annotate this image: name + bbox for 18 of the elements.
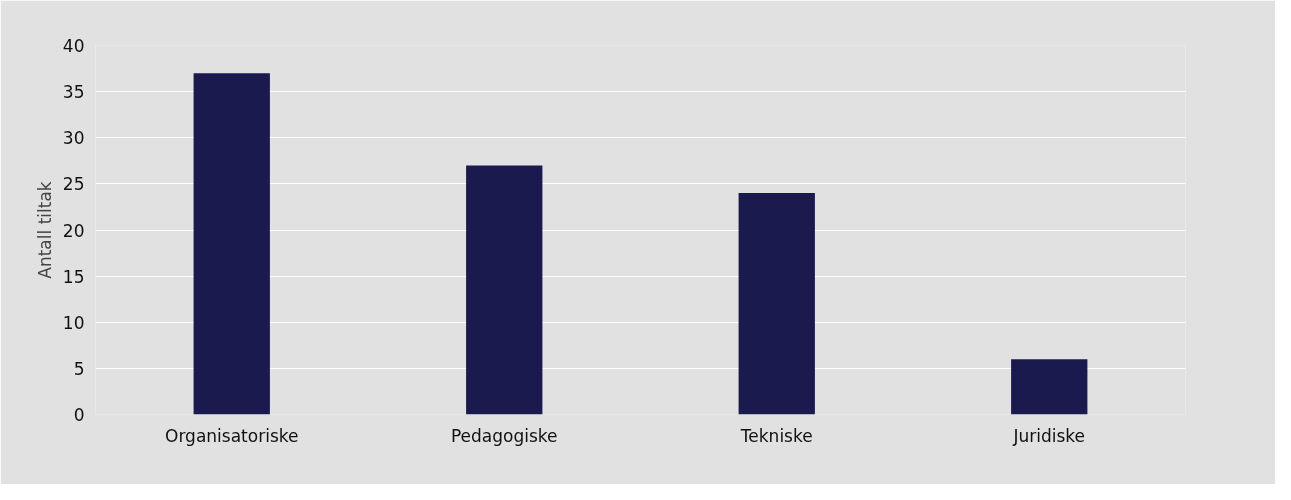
- y-tick-label: 10: [62, 312, 85, 333]
- y-tick-label: 35: [62, 82, 85, 103]
- y-tick-label: 40: [62, 36, 85, 56]
- bar: [466, 165, 543, 415]
- x-tick-label: Tekniske: [739, 425, 813, 446]
- x-tick-label: Pedagogiske: [450, 425, 558, 446]
- y-tick-label: 15: [62, 266, 85, 287]
- x-tick-label: Organisatoriske: [165, 425, 299, 446]
- y-tick-label: 20: [62, 220, 85, 241]
- bar: [1011, 359, 1088, 415]
- y-axis-title: Antall tiltak: [34, 181, 55, 279]
- y-tick-label: 25: [62, 174, 85, 195]
- bar: [738, 193, 815, 415]
- y-tick-label: 5: [73, 358, 85, 379]
- x-tick-label: Juridiske: [1012, 425, 1086, 446]
- y-tick-label: 0: [73, 405, 85, 425]
- bar: [193, 73, 270, 415]
- y-tick-label: 30: [62, 128, 85, 149]
